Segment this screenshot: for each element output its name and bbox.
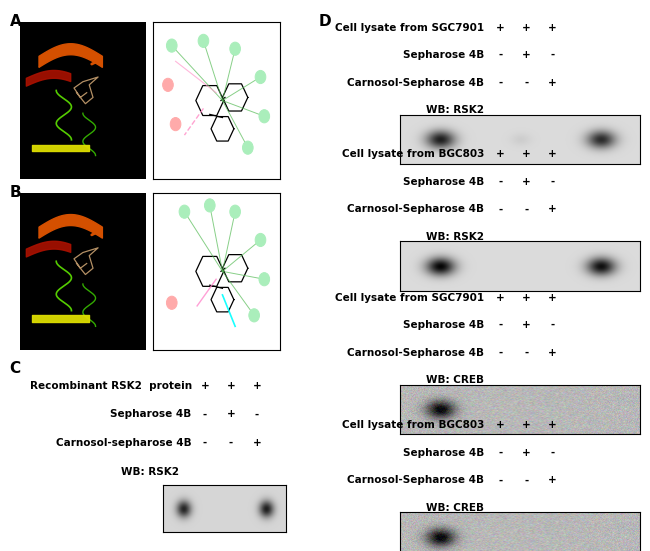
Text: +: + [226,381,235,391]
Text: -: - [229,438,233,448]
Text: Carnosol-Sepharose 4B: Carnosol-Sepharose 4B [347,476,484,485]
Text: +: + [548,23,557,33]
Circle shape [242,141,253,154]
Circle shape [255,71,266,84]
Text: WB: RSK2: WB: RSK2 [426,232,484,242]
Text: WB: CREB: WB: CREB [426,503,484,513]
Text: -: - [499,177,502,187]
Text: -: - [551,50,554,60]
Text: -: - [499,50,502,60]
Circle shape [230,42,240,55]
Text: Sepharose 4B: Sepharose 4B [111,409,192,419]
Text: -: - [499,448,502,458]
Text: C: C [10,361,21,376]
Text: -: - [499,78,502,88]
Text: +: + [522,420,531,430]
Text: B: B [10,185,21,199]
Circle shape [170,117,181,131]
Text: -: - [525,204,528,214]
Circle shape [205,199,215,212]
Circle shape [259,110,270,123]
Text: -: - [551,320,554,330]
Circle shape [249,309,259,322]
Text: Cell lysate from SGC7901: Cell lysate from SGC7901 [335,293,484,302]
Text: +: + [548,348,557,358]
Text: +: + [522,50,531,60]
Circle shape [166,296,177,309]
Text: +: + [226,409,235,419]
Text: -: - [203,438,207,448]
Text: Carnosol-Sepharose 4B: Carnosol-Sepharose 4B [347,348,484,358]
Text: Recombinant RSK2  protein: Recombinant RSK2 protein [30,381,192,391]
Text: +: + [548,420,557,430]
Circle shape [230,205,240,218]
Text: -: - [499,476,502,485]
Text: WB: CREB: WB: CREB [426,375,484,385]
Text: -: - [499,204,502,214]
Text: +: + [522,177,531,187]
Text: +: + [548,476,557,485]
Text: -: - [499,348,502,358]
Text: +: + [496,149,505,159]
Text: +: + [200,381,209,391]
Text: +: + [548,78,557,88]
Circle shape [198,34,209,47]
Text: -: - [203,409,207,419]
Circle shape [179,205,190,218]
Circle shape [162,78,174,91]
Text: Carnosol-Sepharose 4B: Carnosol-Sepharose 4B [347,204,484,214]
Text: -: - [525,476,528,485]
Text: +: + [496,23,505,33]
Text: Cell lysate from BGC803: Cell lysate from BGC803 [342,420,484,430]
Text: Cell lysate from SGC7901: Cell lysate from SGC7901 [335,23,484,33]
Text: +: + [522,320,531,330]
Text: Carnosol-Sepharose 4B: Carnosol-Sepharose 4B [347,78,484,88]
Text: +: + [548,204,557,214]
Text: +: + [522,149,531,159]
Text: Sepharose 4B: Sepharose 4B [403,177,484,187]
Text: -: - [551,448,554,458]
Text: -: - [525,348,528,358]
Text: +: + [496,293,505,302]
Text: Cell lysate from BGC803: Cell lysate from BGC803 [342,149,484,159]
Text: +: + [522,23,531,33]
Text: D: D [318,14,331,29]
Circle shape [255,234,266,246]
Text: +: + [252,381,261,391]
Text: -: - [525,78,528,88]
Text: +: + [548,293,557,302]
Text: WB: RSK2: WB: RSK2 [121,467,179,477]
Text: Sepharose 4B: Sepharose 4B [403,448,484,458]
Circle shape [166,39,177,52]
Text: Carnosol-sepharose 4B: Carnosol-sepharose 4B [56,438,192,448]
Circle shape [259,273,270,286]
Text: +: + [252,438,261,448]
Text: +: + [522,448,531,458]
Text: Sepharose 4B: Sepharose 4B [403,50,484,60]
Text: -: - [499,320,502,330]
Text: +: + [522,293,531,302]
Text: WB: RSK2: WB: RSK2 [426,105,484,115]
Text: A: A [10,14,21,29]
Text: -: - [255,409,259,419]
Text: Sepharose 4B: Sepharose 4B [403,320,484,330]
Text: -: - [551,177,554,187]
Text: +: + [548,149,557,159]
Text: +: + [496,420,505,430]
